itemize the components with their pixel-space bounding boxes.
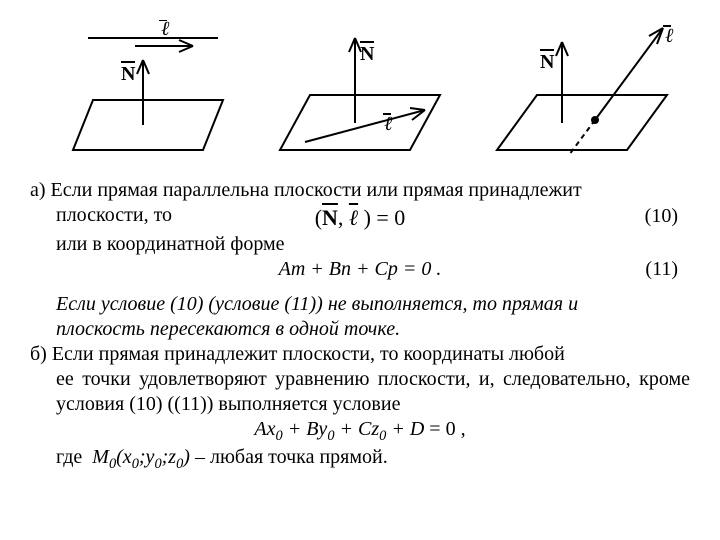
svg-text:N: N (540, 51, 555, 73)
note-l1: Если условие (10) (условие (11)) не выпо… (56, 292, 690, 317)
fig-in-plane: N ℓ (260, 20, 450, 160)
item-b: б) Если прямая принадлежит плоскости, то… (30, 342, 690, 473)
note: Если условие (10) (условие (11)) не выпо… (56, 292, 690, 342)
figures-row: ℓ N N ℓ (30, 20, 690, 160)
svg-text:ℓ: ℓ (161, 20, 170, 40)
svg-text:N: N (360, 43, 375, 65)
b-l2: ее точки удовлетворяют уравнению плоскос… (56, 367, 690, 417)
fig-parallel: ℓ N (43, 20, 233, 160)
svg-text:N: N (121, 63, 136, 85)
fig-intersect: N ℓ (477, 20, 677, 160)
eq11-number: (11) (645, 257, 678, 282)
svg-text:ℓ: ℓ (665, 25, 674, 47)
eq10-number: (10) (645, 204, 678, 229)
a-coord: или в координатной форме (56, 232, 690, 257)
note-l2: плоскость пересекаются в одной точке. (56, 317, 690, 342)
item-a: а) Если прямая параллельна плоскости или… (30, 178, 690, 282)
svg-text:ℓ: ℓ (384, 113, 393, 135)
a-lead-1: а) Если прямая параллельна плоскости или… (30, 178, 690, 203)
eq11: Am + Bn + Cp = 0 . (279, 258, 442, 280)
b-l1: б) Если прямая принадлежит плоскости, то… (30, 342, 690, 367)
